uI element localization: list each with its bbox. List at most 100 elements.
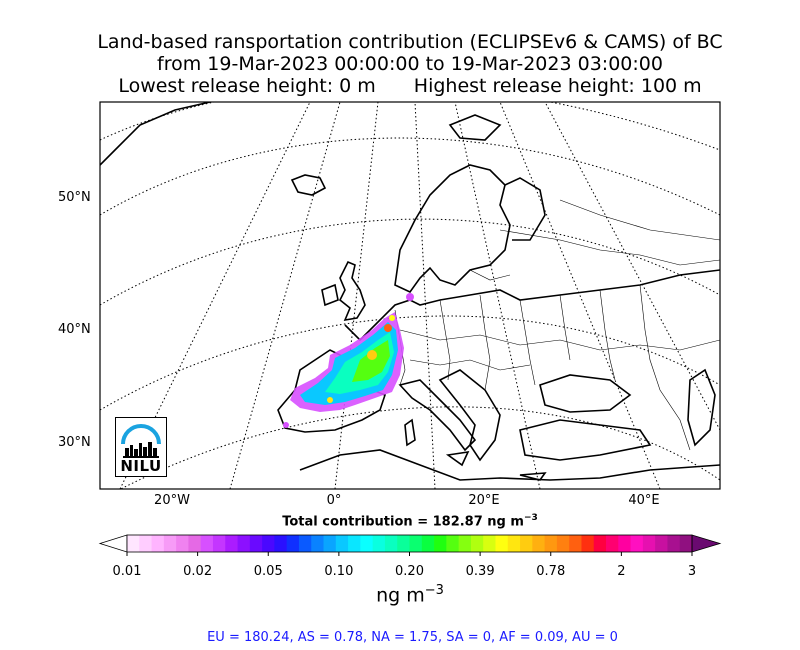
colorbar-swatch [139,535,152,552]
colorbar-swatch [495,535,509,552]
colorbar-swatch [679,535,693,552]
map-frame [99,101,721,490]
colorbar-swatch [176,535,189,552]
colorbar-swatch [520,535,533,552]
colorbar [98,534,722,556]
colorbar-swatch [249,535,263,552]
colorbar-swatch [127,535,140,552]
hotspot-north [389,315,395,321]
colorbar-swatch [212,535,226,552]
black-sea-coast [539,374,632,413]
hotspot-portugal [283,422,289,428]
turkey-coast [519,419,652,461]
colorbar-swatch [470,535,484,552]
colorbar-swatch [532,535,546,552]
lat-label-40n: 40°N [58,322,91,337]
colorbar-swatch [335,535,349,552]
colorbar-swatch [642,535,656,552]
colorbar-swatch [606,535,619,552]
hotspot-denmark [406,293,414,301]
nilu-logo: NILU [115,417,167,477]
map-content [100,102,720,489]
finland-coast [504,177,546,241]
colorbar-swatch [507,535,521,552]
title-line-2: from 19-Mar-2023 00:00:00 to 19-Mar-2023… [157,53,663,75]
title-line-3: Lowest release height: 0 m Highest releas… [10,75,800,97]
title-line-1: Land-based ransportation contribution (E… [97,31,723,53]
lon-label-20w: 20°W [154,493,190,508]
crete-coast [519,472,547,481]
lat-label-50n: 50°N [58,190,91,205]
colorbar-swatch [188,535,202,552]
lon-label-0: 0° [326,493,342,508]
total-contribution: Total contribution = 182.87 ng m−3 [282,513,538,530]
colorbar-swatch [544,535,558,552]
balkans-coast [438,369,501,462]
colorbar-swatch [409,535,423,552]
colorbar-swatch [397,535,410,552]
colorbar-tick-label: 2 [617,564,626,579]
regional-totals: EU = 180.24, AS = 0.78, NA = 1.75, SA = … [207,630,618,645]
colorbar-swatch [274,535,288,552]
highest-release-height: Highest release height: 100 m [413,75,702,97]
colorbar-swatch [581,535,595,552]
colorbar-swatch [348,535,361,552]
colorbar-min-extension [98,534,128,553]
colorbar-swatch [237,535,251,552]
continent-coast [344,269,720,342]
colorbar-swatch [200,535,214,552]
hotspot-benelux [384,324,392,332]
colorbar-swatch [434,535,447,552]
concentration-field [283,293,414,428]
colorbar-tick-label: 0.20 [395,564,424,579]
colorbar-tick-label: 3 [687,564,697,579]
colorbar-swatch [667,535,681,552]
colorbar-swatch [593,535,607,552]
colorbar-swatch [372,535,386,552]
colorbar-swatch [618,535,631,552]
lowest-release-height: Lowest release height: 0 m [118,75,376,97]
colorbar-max-extension [691,534,722,553]
hotspot-paris [367,350,377,360]
colorbar-swatch [630,535,644,552]
greenland-coast [100,102,211,166]
colorbar-tick-label: 0.05 [253,564,283,579]
plume-core [352,340,390,382]
colorbar-swatch [446,535,460,552]
sicily-coast [445,450,470,467]
ireland-coast [321,283,339,307]
colorbar-swatch [556,535,570,552]
lat-label-30n: 30°N [58,435,91,450]
colorbar-swatch [262,535,275,552]
colorbar-swatch [384,535,398,552]
lon-label-40e: 40°E [628,493,660,508]
nilu-logo-text: NILU [120,457,162,475]
hotspot-spain [327,397,333,403]
colorbar-swatch [655,535,668,552]
colorbar-units: ng m−3 [376,583,444,607]
colorbar-tick-label: 0.01 [112,564,142,579]
colorbar-swatch [163,535,177,552]
lon-label-20e: 20°E [468,493,500,508]
colorbar-swatch [311,535,324,552]
uk-coast [338,260,366,322]
colorbar-swatch [298,535,312,552]
coastlines [100,102,720,481]
colorbar-swatch [151,535,165,552]
colorbar-swatch [360,535,374,552]
colorbar-tick-label: 0.10 [324,564,354,579]
colorbar-swatch [483,535,496,552]
colorbar-swatch [225,535,238,552]
iberia-coast [277,349,386,433]
caspian-coast [687,368,716,447]
nilu-logo-icon [121,424,161,458]
colorbar-swatch [286,535,300,552]
north-africa-coast [299,449,720,481]
colorbar-tick-label: 0.39 [465,564,495,579]
colorbar-tick-label: 0.78 [536,564,566,579]
colorbar-tick-label: 0.02 [183,564,213,579]
colorbar-swatch [569,535,582,552]
colorbar-swatch [323,535,337,552]
scandinavia-coast [394,164,511,294]
